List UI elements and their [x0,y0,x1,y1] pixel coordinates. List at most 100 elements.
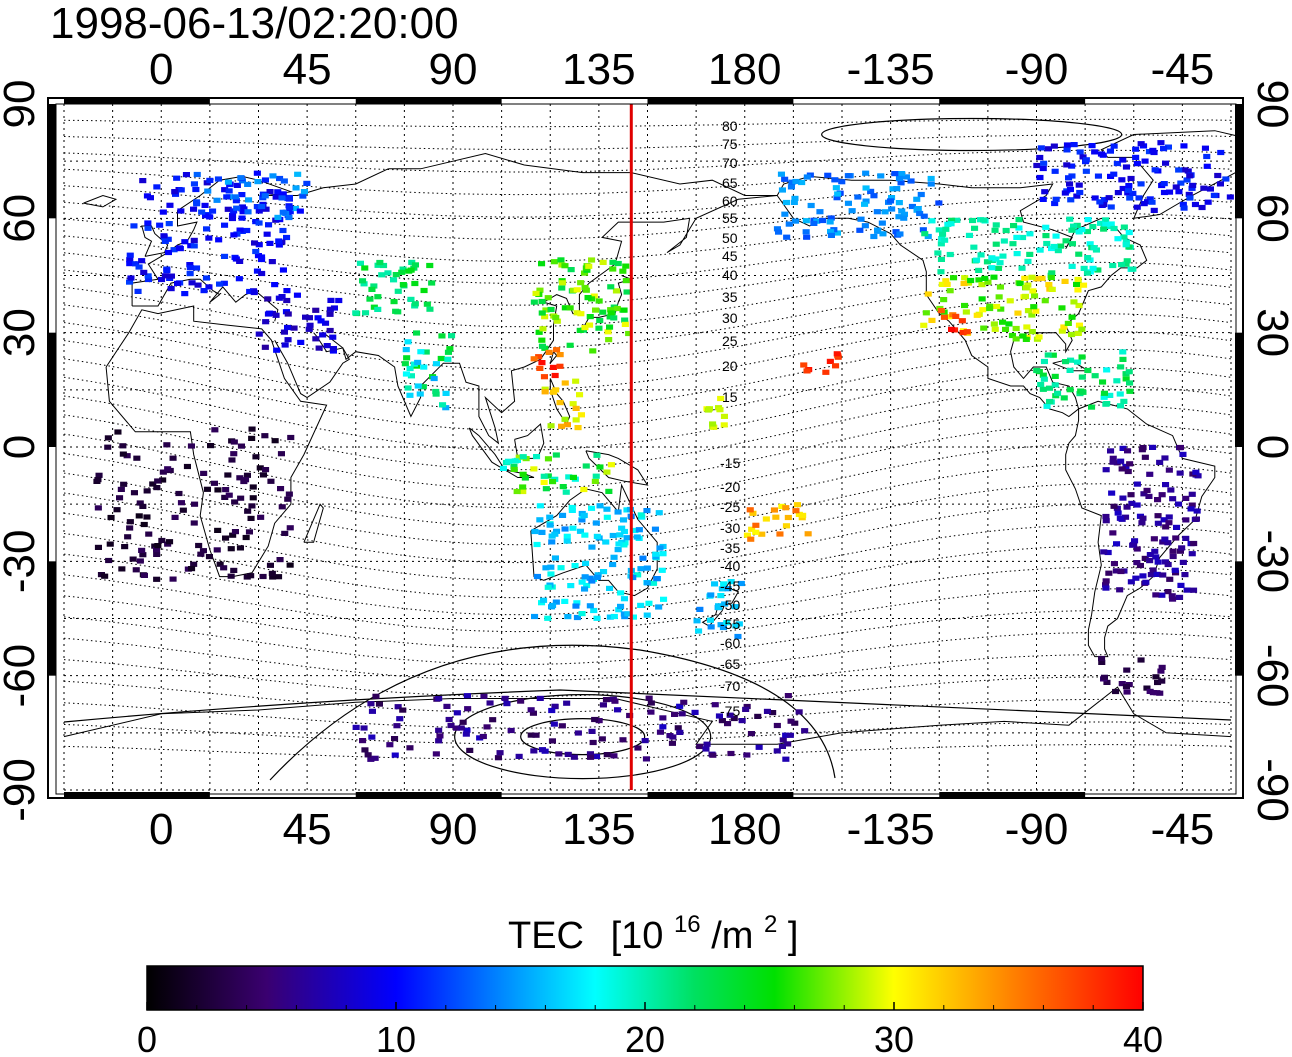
tec-point [1097,220,1105,226]
tec-point [1107,221,1115,227]
tec-point [1102,467,1110,473]
frame-bar-right [1235,104,1243,219]
tec-point [238,192,246,198]
tec-point [1014,310,1022,316]
tec-point [126,279,134,285]
contour-label: 65 [722,175,738,191]
tec-point [938,281,946,287]
tec-point [190,243,198,249]
tec-point [1110,561,1118,567]
tec-point [156,222,164,228]
tec-point [530,466,538,472]
tec-point [569,525,577,531]
tec-point [1226,194,1234,200]
tec-point [1122,164,1130,170]
tec-point [262,467,270,473]
tec-point [607,462,615,468]
magnetic-latitude-contour [63,385,1232,471]
tec-point [940,297,948,303]
tec-point [527,732,535,738]
tec-point [247,515,255,521]
tec-point [1118,262,1126,268]
colorbar-ticks: 0 10 20 30 40 [137,1002,1163,1057]
tec-point [257,514,265,520]
tec-point [1129,190,1137,196]
contour-label: -65 [720,656,740,672]
contour-label: 45 [722,248,738,264]
magnetic-latitude-contour [63,330,1232,411]
frame-scale-bars [48,98,1243,798]
tec-point [1210,192,1218,198]
tec-point [747,731,755,737]
tec-point [240,478,248,485]
tec-point [367,701,375,707]
tec-point [1129,542,1137,548]
tec-point [1141,555,1149,561]
tec-point [854,194,862,200]
tec-point [1108,490,1116,496]
tec-point [785,221,793,227]
tec-point [329,334,337,340]
tec-point [624,611,632,617]
tec-point [194,282,202,288]
tec-point [249,484,257,490]
tec-point [620,528,628,535]
tec-point [583,582,591,589]
magnetic-latitude-contour [63,212,1232,262]
tec-point [547,564,555,570]
tec-point [444,349,452,355]
tec-point [593,574,601,580]
tec-point [501,695,509,701]
tec-point [738,718,746,724]
tec-point [1203,163,1211,169]
tec-point [224,472,232,478]
tec-point [1013,234,1021,240]
tec-point [1068,241,1076,247]
tec-point [1052,233,1060,239]
tec-point [991,326,999,332]
tec-point [614,547,622,553]
tec-point [1154,559,1162,565]
tec-point [362,310,370,316]
tec-point [647,700,655,706]
tec-point [726,712,734,718]
tec-point [599,259,607,265]
tec-point [1181,167,1189,173]
tec-point [631,527,639,534]
tec-point [731,604,739,610]
tec-point [326,306,334,312]
tec-point [798,179,806,186]
tec-point [791,195,799,201]
tec-point [1126,380,1134,386]
tec-point [536,503,544,509]
tec-point [1068,263,1076,269]
bottom-longitude-ticks: 0 45 90 135 180 -135 -90 -45 [149,805,1214,854]
tec-point [1175,189,1183,195]
tec-point [251,240,259,246]
tec-point [236,227,244,233]
tec-point [149,481,157,487]
tec-point [778,187,786,193]
tec-point [810,220,818,226]
tec-point [1023,324,1031,330]
tec-point [1088,404,1096,410]
tec-point [1029,288,1037,294]
tec-point [538,261,546,267]
tec-point [126,257,134,263]
tec-point [650,580,658,586]
tec-point [515,454,523,460]
tec-point [1193,508,1201,514]
contour-label: 25 [722,333,738,349]
tec-point [277,451,285,457]
tec-point [1179,559,1187,565]
tec-point [1176,548,1184,554]
colorbar: TEC [10 16 /m 2 ] 0 10 20 30 40 [137,911,1163,1057]
tec-point [792,508,800,514]
tec-point [1039,165,1047,172]
tec-point [552,599,560,605]
tec-point [988,255,996,261]
coastlines [63,130,1243,745]
tec-point [261,177,269,183]
